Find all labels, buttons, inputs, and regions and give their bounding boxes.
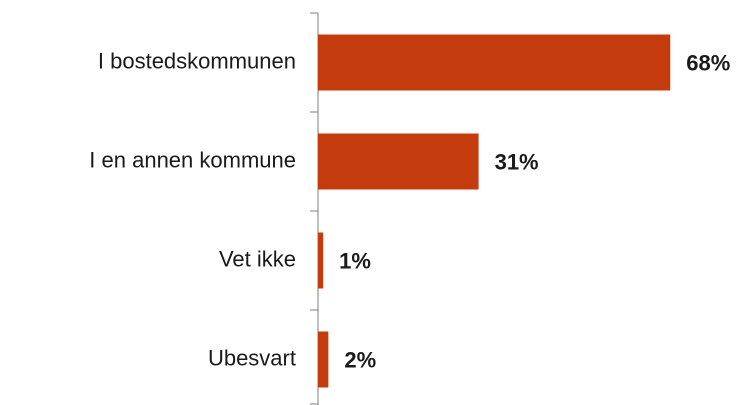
category-label: Vet ikke <box>219 246 296 271</box>
category-label: I en annen kommune <box>89 147 296 172</box>
bar <box>318 133 479 190</box>
value-label: 1% <box>339 248 371 273</box>
bar <box>318 331 329 388</box>
bar <box>318 34 671 91</box>
bar <box>318 232 324 289</box>
value-label: 68% <box>686 50 730 75</box>
value-label: 2% <box>344 347 376 372</box>
category-label: I bostedskommunen <box>98 48 296 73</box>
value-label: 31% <box>495 149 539 174</box>
category-label: Ubesvart <box>208 345 296 370</box>
